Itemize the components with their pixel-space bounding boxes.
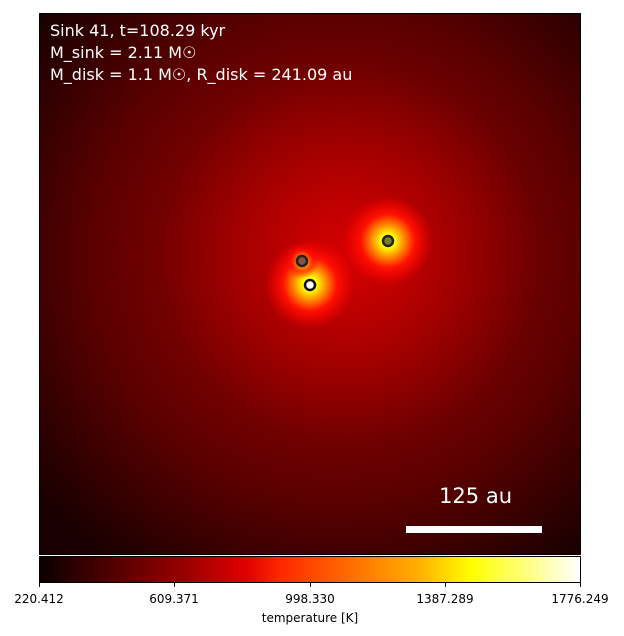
disk-info-line: M_disk = 1.1 M☉, R_disk = 241.09 au <box>50 65 353 84</box>
temperature-map: Sink 41, t=108.29 kyr M_sink = 2.11 M☉ M… <box>39 13 581 555</box>
colorbar-tick-label: 609.371 <box>149 592 199 606</box>
colorbar <box>39 556 581 583</box>
scale-bar-label: 125 au <box>439 484 512 508</box>
sink-marker-3 <box>303 278 317 292</box>
scale-bar <box>406 526 542 533</box>
sink-marker-1 <box>381 234 395 248</box>
sink-info-line: Sink 41, t=108.29 kyr <box>50 21 226 40</box>
sink-marker-2 <box>295 254 309 268</box>
colorbar-tick <box>580 583 581 587</box>
colorbar-tick-label: 998.330 <box>285 592 335 606</box>
sink-mass-line: M_sink = 2.11 M☉ <box>50 43 197 62</box>
colorbar-tick <box>174 583 175 587</box>
colorbar-tick <box>445 583 446 587</box>
colorbar-tick-label: 1776.249 <box>551 592 609 606</box>
colorbar-tick-label: 1387.289 <box>416 592 474 606</box>
colorbar-label: temperature [K] <box>261 611 359 625</box>
colorbar-tick-label: 220.412 <box>14 592 64 606</box>
colorbar-tick <box>39 583 40 587</box>
colorbar-tick <box>310 583 311 587</box>
